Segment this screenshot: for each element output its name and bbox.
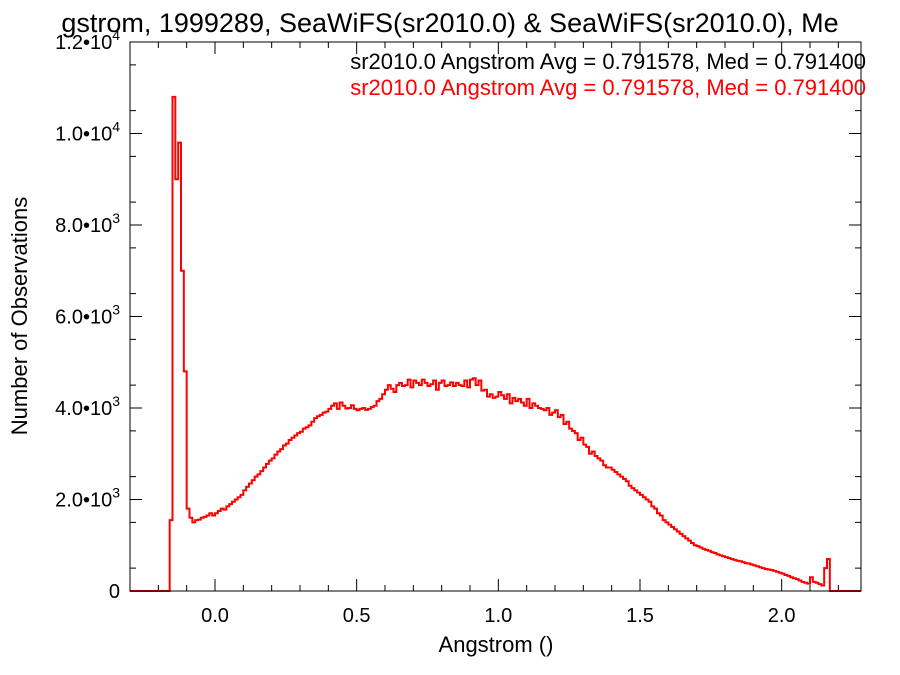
chart-title: gstrom, 1999289, SeaWiFS(sr2010.0) & Sea… <box>61 8 838 38</box>
axis-ticks <box>130 41 861 592</box>
y-tick-label: 1.0•104 <box>55 119 120 146</box>
x-axis-label: Angstrom () <box>439 632 554 657</box>
plot-frame <box>129 41 862 592</box>
histogram-series <box>130 95 861 592</box>
x-tick-label: 0.0 <box>201 605 229 627</box>
legend-entry-black: sr2010.0 Angstrom Avg = 0.791578, Med = … <box>350 49 866 74</box>
x-tick-label: 0.5 <box>343 605 371 627</box>
y-tick-label: 1.2•104 <box>55 27 120 54</box>
y-tick-label: 4.0•103 <box>55 393 120 420</box>
x-tick-label: 1.0 <box>484 605 512 627</box>
histogram-line <box>130 95 861 592</box>
y-tick-label: 0 <box>109 581 120 603</box>
y-axis-label: Number of Observations <box>7 197 32 435</box>
x-tick-label: 1.5 <box>626 605 654 627</box>
y-tick-label: 2.0•103 <box>55 485 120 512</box>
x-tick-label: 2.0 <box>768 605 796 627</box>
y-tick-label: 8.0•103 <box>55 210 120 237</box>
legend-entry-red: sr2010.0 Angstrom Avg = 0.791578, Med = … <box>350 75 866 100</box>
y-tick-label: 6.0•103 <box>55 302 120 329</box>
y-tick-labels: 0 2.0•103 4.0•103 6.0•103 8.0•103 1.0•104 1.2•… <box>55 27 120 603</box>
x-tick-labels: 0.0 0.5 1.0 1.5 2.0 <box>201 605 795 627</box>
